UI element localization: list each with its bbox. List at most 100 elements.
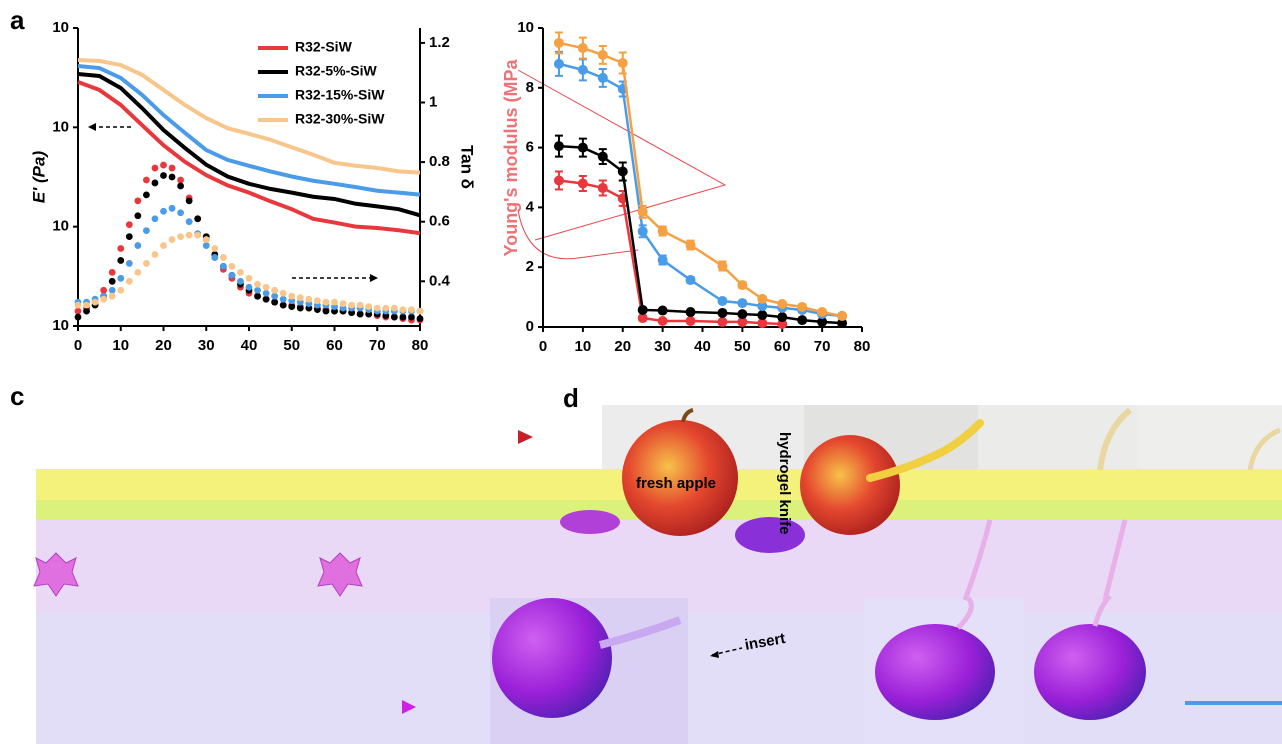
tan-delta-point: [382, 304, 390, 312]
tan-delta-point: [279, 295, 287, 303]
data-point: [597, 151, 608, 162]
tan-delta-point: [245, 274, 253, 282]
data-point: [685, 240, 696, 251]
tan-delta-point: [262, 283, 270, 291]
modulus-line: [77, 64, 421, 197]
tan-delta-point: [117, 274, 125, 282]
tan-delta-point: [100, 286, 108, 294]
x-tick-label: 0: [539, 338, 547, 355]
tan-delta-point: [134, 268, 142, 276]
legend-label: R32-30%-SiW: [295, 111, 385, 127]
arrow-head: [370, 274, 378, 282]
tan-delta-point: [117, 257, 125, 264]
data-point: [777, 319, 788, 330]
legend-label: R32-15%-SiW: [295, 87, 385, 103]
tan-delta-point: [117, 286, 125, 294]
tan-delta-point: [228, 271, 236, 279]
tan-delta-point: [74, 313, 82, 321]
tan-delta-point: [211, 245, 219, 252]
x-tick-label: 60: [326, 337, 343, 354]
hydrogel-knife: [956, 596, 974, 630]
tan-delta-point: [237, 268, 244, 276]
hydrogel-knife: [962, 519, 993, 601]
hydrogel-knife: [866, 419, 984, 482]
modulus-line: [77, 58, 421, 175]
x-tick-label: 40: [694, 338, 711, 355]
tan-delta-point: [143, 260, 150, 267]
tan-delta-point: [108, 292, 116, 300]
data-point: [777, 312, 788, 323]
lavender-band: [36, 520, 1282, 612]
x-tick-label: 50: [734, 338, 751, 355]
tan-delta-point: [279, 289, 287, 297]
tan-delta-point: [331, 298, 338, 306]
tan-delta-point: [185, 231, 193, 239]
artifact-line: [517, 69, 727, 241]
hydrogel-knife: [1247, 427, 1282, 471]
tan-delta-point: [254, 280, 261, 288]
data-point: [777, 298, 788, 309]
y2-axis-label: Tan δ: [458, 145, 477, 189]
tan-delta-point: [211, 254, 219, 261]
data-point: [685, 307, 696, 318]
data-point: [617, 57, 628, 68]
data-point: [797, 315, 808, 326]
x-tick-label: 80: [854, 338, 871, 355]
data-point: [657, 316, 668, 327]
tan-delta-point: [168, 236, 176, 243]
data-point: [577, 64, 588, 75]
data-point: [637, 226, 648, 237]
tan-delta-point: [125, 221, 133, 229]
y-tick-label: 4: [526, 198, 535, 215]
x-tick-label: 20: [155, 337, 172, 354]
x-tick-label: 50: [283, 337, 300, 354]
tan-delta-point: [356, 310, 364, 318]
y2-tick-label: 0.6: [429, 213, 450, 230]
tan-delta-point: [177, 209, 185, 217]
y2-tick-label: 1.2: [429, 34, 450, 51]
tan-delta-point: [177, 176, 185, 184]
tan-delta-point: [390, 304, 398, 312]
tan-delta-point: [74, 301, 82, 309]
x-tick-label: 30: [654, 338, 671, 355]
data-point: [597, 72, 608, 83]
data-point: [637, 313, 648, 324]
tan-delta-point: [356, 301, 364, 309]
tan-delta-point: [399, 313, 407, 321]
tan-delta-point: [373, 304, 381, 312]
tan-delta-point: [271, 292, 279, 300]
tan-delta-point: [194, 215, 202, 223]
tan-delta-point: [100, 295, 108, 303]
data-point: [577, 178, 588, 189]
data-point: [797, 301, 808, 312]
tan-delta-point: [219, 254, 227, 261]
tan-delta-point: [143, 227, 150, 235]
panel-label: a: [10, 5, 25, 35]
data-point: [637, 206, 648, 217]
y-tick-label: 10: [52, 19, 69, 36]
data-point: [637, 304, 648, 315]
tan-delta-point: [125, 233, 133, 241]
insert-arrow: [711, 647, 743, 656]
tan-delta-point: [151, 215, 159, 223]
tan-delta-point: [194, 231, 202, 239]
tan-delta-point: [254, 286, 261, 294]
y-tick-label: 8: [526, 79, 534, 96]
y-tick-label: 10: [52, 218, 69, 235]
tan-delta-point: [185, 218, 193, 226]
data-point: [657, 255, 668, 266]
photo-frame: [1138, 405, 1282, 469]
apple: [875, 624, 995, 720]
data-point: [717, 316, 728, 327]
data-point: [657, 226, 668, 237]
tan-delta-point: [279, 301, 287, 309]
data-point: [837, 318, 848, 329]
panel-label: c: [10, 381, 24, 411]
hydrogel-knife: [1102, 519, 1128, 601]
tan-delta-point: [168, 173, 176, 181]
tan-delta-point: [160, 161, 167, 169]
hydrogel-knife: [599, 616, 682, 649]
annotation: fresh apple: [636, 475, 716, 492]
apple: [800, 435, 900, 535]
tan-delta-point: [245, 283, 253, 291]
